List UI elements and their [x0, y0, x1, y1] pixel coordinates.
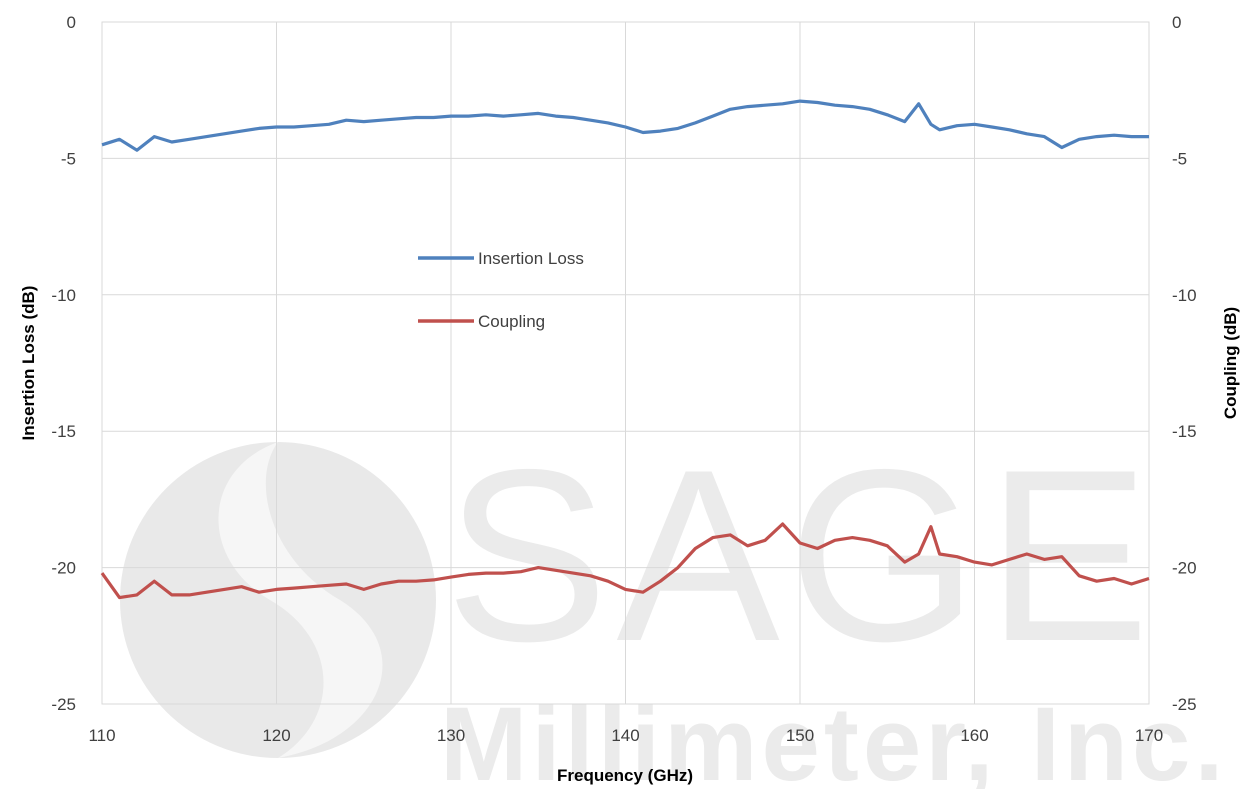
y-tick-label-left: -10	[51, 286, 76, 305]
y-tick-label-right: -10	[1172, 286, 1197, 305]
x-tick-label: 110	[88, 726, 115, 745]
y-tick-label-left: 0	[67, 13, 76, 32]
y-tick-label-left: -5	[61, 149, 76, 168]
x-tick-label: 140	[611, 726, 639, 745]
y-tick-label-right: -20	[1172, 559, 1197, 578]
y-tick-label-left: -25	[51, 695, 76, 714]
legend-label-insertion-loss: Insertion Loss	[478, 249, 584, 268]
y-tick-label-right: -5	[1172, 149, 1187, 168]
tick-labels: 110 120 130 140 150 160 170 0 0 -5 -5 -10 -10 -15 -15 -…	[51, 13, 1196, 745]
sage-logo-icon	[120, 442, 436, 758]
y-tick-label-left: -15	[51, 422, 76, 441]
x-tick-label: 120	[262, 726, 290, 745]
legend: Insertion Loss Coupling	[418, 249, 584, 331]
legend-label-coupling: Coupling	[478, 312, 545, 331]
x-tick-label: 170	[1135, 726, 1163, 745]
x-tick-label: 130	[437, 726, 465, 745]
x-tick-label: 150	[786, 726, 814, 745]
y-axis-right-title: Coupling (dB)	[1221, 307, 1240, 419]
y-axis-left-title: Insertion Loss (dB)	[19, 286, 38, 441]
y-tick-label-right: -25	[1172, 695, 1197, 714]
y-tick-label-right: -15	[1172, 422, 1197, 441]
series-line-insertion-loss	[101, 99, 1149, 152]
x-axis-title: Frequency (GHz)	[557, 766, 693, 785]
series-lines	[100, 99, 1150, 600]
y-tick-label-left: -20	[51, 559, 76, 578]
x-tick-label: 160	[960, 726, 988, 745]
series-line-coupling	[100, 522, 1150, 600]
watermark-sage-text: SAGE	[445, 418, 1158, 692]
watermark-company-text: Millimeter, Inc.	[440, 686, 1228, 789]
y-tick-label-right: 0	[1172, 13, 1181, 32]
